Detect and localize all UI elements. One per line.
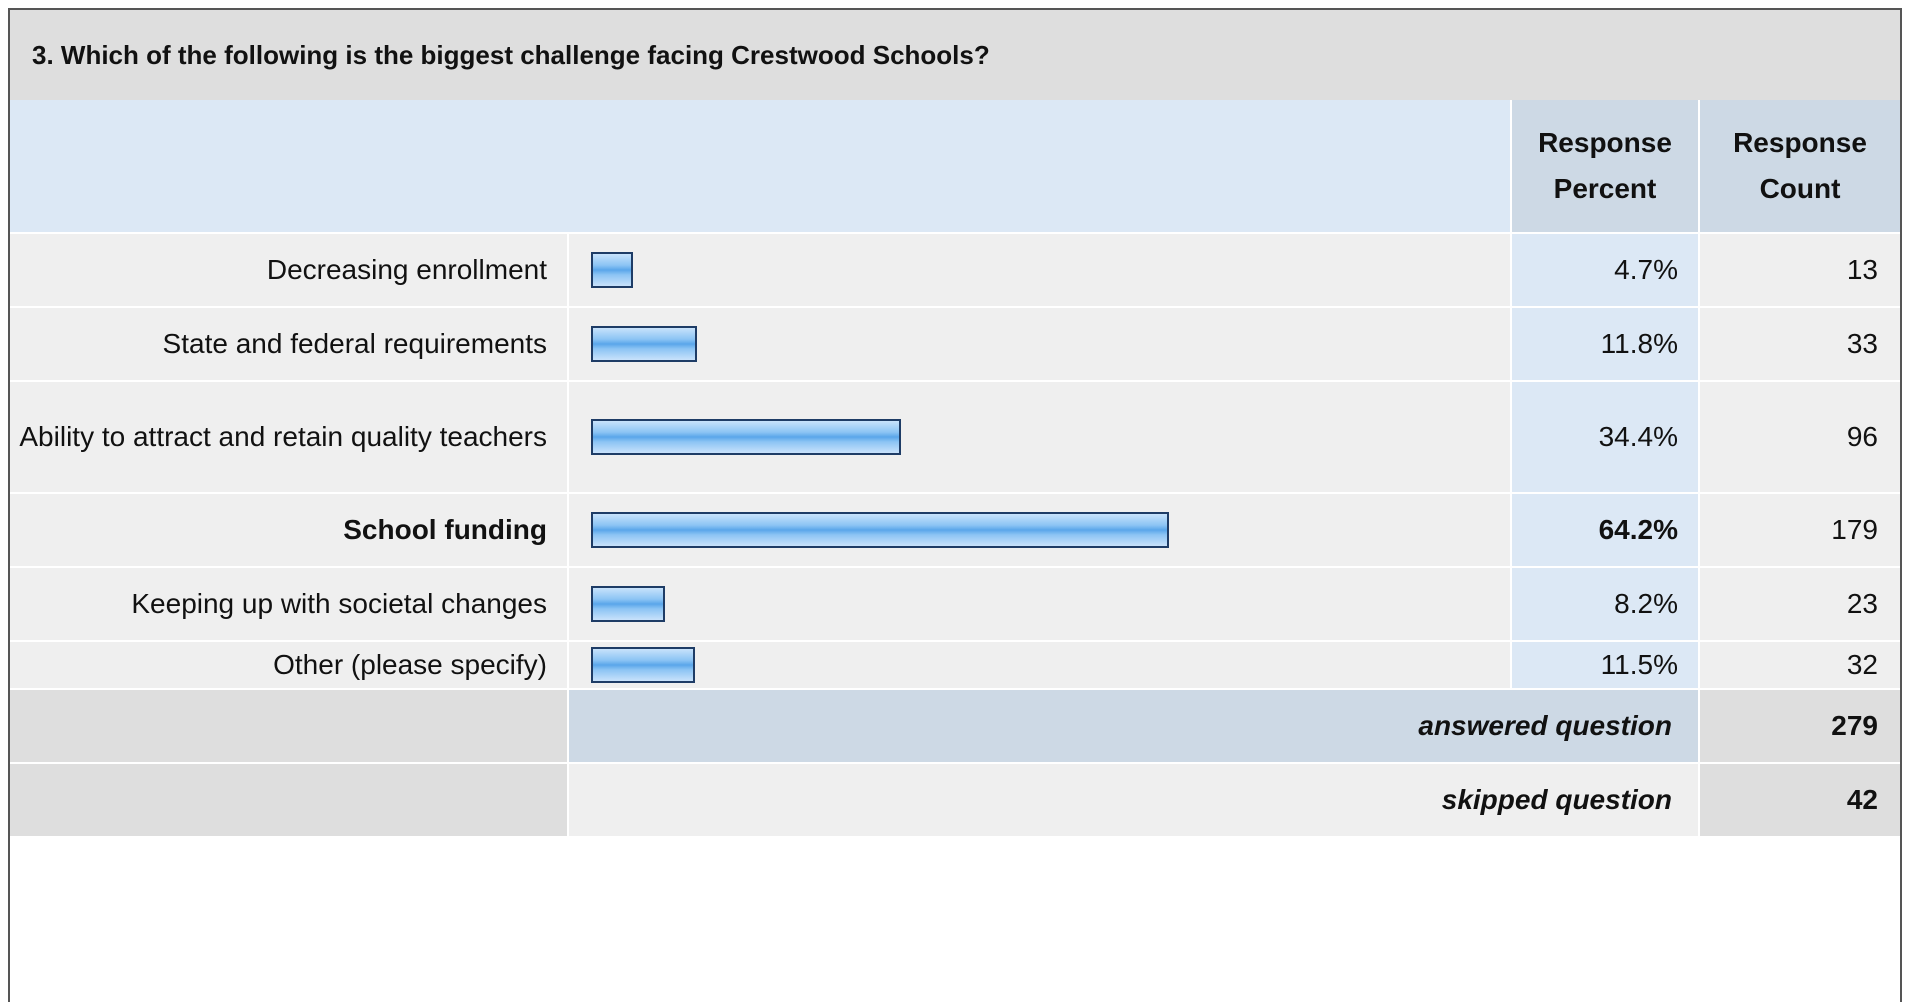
skipped-blank-cell (10, 764, 567, 836)
response-count: 96 (1698, 382, 1900, 492)
answer-option-label: School funding (10, 494, 567, 566)
table-row: Other (please specify) 11.5% 32 (10, 640, 1900, 688)
bar-cell (567, 382, 1510, 492)
skipped-question-row: skipped question 42 (10, 762, 1900, 836)
bar-track (591, 419, 1491, 455)
header-response-percent: Response Percent (1510, 100, 1698, 232)
response-count: 32 (1698, 642, 1900, 688)
bar-cell (567, 642, 1510, 688)
header-blank-cell (10, 100, 1510, 232)
response-bar (591, 647, 695, 683)
bar-cell (567, 568, 1510, 640)
table-header-row: Response Percent Response Count (10, 100, 1900, 232)
skipped-question-label: skipped question (567, 764, 1698, 836)
response-bar (591, 512, 1169, 548)
table-row: Ability to attract and retain quality te… (10, 380, 1900, 492)
table-row: State and federal requirements 11.8% 33 (10, 306, 1900, 380)
response-bar (591, 419, 901, 455)
bar-cell (567, 494, 1510, 566)
response-percent: 34.4% (1510, 382, 1698, 492)
header-response-count: Response Count (1698, 100, 1900, 232)
answered-question-label: answered question (567, 690, 1698, 762)
response-count: 33 (1698, 308, 1900, 380)
response-percent: 64.2% (1510, 494, 1698, 566)
question-title: 3. Which of the following is the biggest… (10, 10, 1900, 100)
bar-track (591, 586, 1491, 622)
survey-results-table: 3. Which of the following is the biggest… (8, 8, 1902, 1002)
bar-track (591, 326, 1491, 362)
bar-track (591, 647, 1491, 683)
table-row: Decreasing enrollment 4.7% 13 (10, 232, 1900, 306)
skipped-question-count: 42 (1698, 764, 1900, 836)
answered-blank-cell (10, 690, 567, 762)
response-bar (591, 252, 633, 288)
answered-question-row: answered question 279 (10, 688, 1900, 762)
table-row: Keeping up with societal changes 8.2% 23 (10, 566, 1900, 640)
response-percent: 8.2% (1510, 568, 1698, 640)
bar-track (591, 252, 1491, 288)
response-count: 23 (1698, 568, 1900, 640)
answer-option-label: Ability to attract and retain quality te… (10, 382, 567, 492)
answer-option-label: Other (please specify) (10, 642, 567, 688)
response-count: 13 (1698, 234, 1900, 306)
answer-option-label: State and federal requirements (10, 308, 567, 380)
response-percent: 4.7% (1510, 234, 1698, 306)
bar-track (591, 512, 1491, 548)
response-bar (591, 586, 665, 622)
bar-cell (567, 234, 1510, 306)
answered-question-count: 279 (1698, 690, 1900, 762)
response-bar (591, 326, 697, 362)
table-row: School funding 64.2% 179 (10, 492, 1900, 566)
answer-option-label: Keeping up with societal changes (10, 568, 567, 640)
response-count: 179 (1698, 494, 1900, 566)
answer-option-label: Decreasing enrollment (10, 234, 567, 306)
response-percent: 11.8% (1510, 308, 1698, 380)
bar-cell (567, 308, 1510, 380)
response-percent: 11.5% (1510, 642, 1698, 688)
